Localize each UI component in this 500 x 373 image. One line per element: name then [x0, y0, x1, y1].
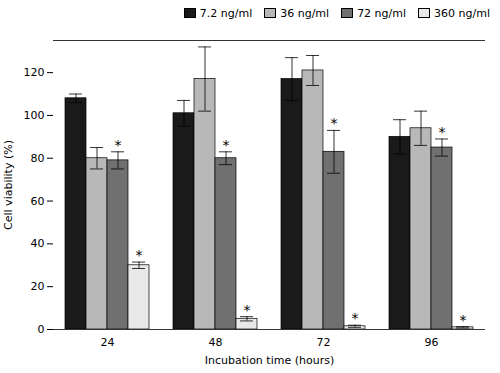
html-text:360 ng/ml: 360 ng/ml [434, 6, 490, 20]
svg-text:40: 40 [31, 237, 45, 250]
svg-text:72: 72 [317, 336, 331, 349]
svg-text:*: * [352, 310, 359, 326]
svg-text:60: 60 [31, 195, 45, 208]
html-text:36 ng/ml: 36 ng/ml [280, 6, 330, 20]
svg-text:*: * [331, 115, 338, 131]
svg-text:100: 100 [24, 109, 45, 122]
svg-text:48: 48 [209, 336, 223, 349]
html-text:7.2 ng/ml: 7.2 ng/ml [199, 6, 253, 20]
svg-text:*: * [460, 312, 467, 328]
svg-text:*: * [136, 247, 143, 263]
svg-text:20: 20 [31, 280, 45, 293]
svg-text:*: * [115, 137, 122, 153]
svg-text:Incubation time (hours): Incubation time (hours) [205, 354, 334, 367]
svg-text:120: 120 [24, 66, 45, 79]
svg-text:0: 0 [38, 323, 45, 336]
html-text:72 ng/ml: 72 ng/ml [357, 6, 407, 20]
svg-text:96: 96 [425, 336, 439, 349]
svg-text:*: * [223, 137, 230, 153]
svg-text:*: * [439, 124, 446, 140]
svg-text:80: 80 [31, 152, 45, 165]
svg-text:*: * [244, 302, 251, 318]
svg-text:24: 24 [101, 336, 115, 349]
svg-text:Cell viability (%): Cell viability (%) [2, 140, 15, 230]
